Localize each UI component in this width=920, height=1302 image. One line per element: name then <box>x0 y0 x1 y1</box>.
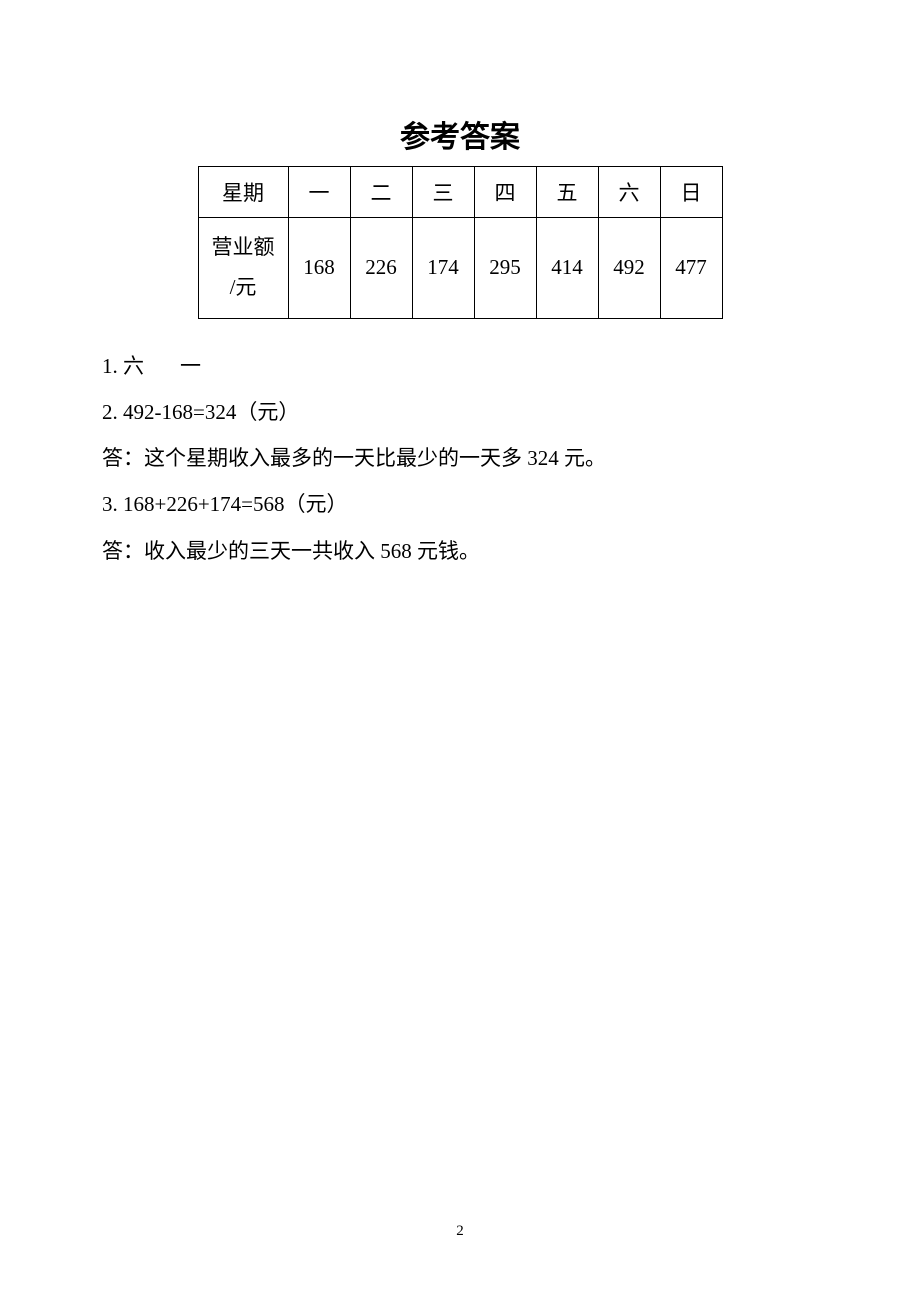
answer-3-calc: 3. 168+226+174=568（元） <box>102 481 820 527</box>
day-cell: 日 <box>660 167 722 218</box>
data-label-line1: 营业额 <box>212 235 275 259</box>
table-data-row: 营业额 /元 168 226 174 295 414 492 477 <box>198 218 722 319</box>
answers-block: 1. 六 一 2. 492-168=324（元） 答：这个星期收入最多的一天比最少… <box>100 343 820 574</box>
data-label: 营业额 /元 <box>198 218 288 319</box>
data-label-line2: /元 <box>230 275 257 299</box>
q1-value-b: 一 <box>180 354 201 378</box>
value-cell: 477 <box>660 218 722 319</box>
value-cell: 174 <box>412 218 474 319</box>
value-cell: 414 <box>536 218 598 319</box>
value-cell: 226 <box>350 218 412 319</box>
answer-3-text: 答：收入最少的三天一共收入 568 元钱。 <box>102 528 820 574</box>
day-cell: 四 <box>474 167 536 218</box>
page-title: 参考答案 <box>100 112 820 156</box>
value-cell: 168 <box>288 218 350 319</box>
q1-value-a: 六 <box>123 354 144 378</box>
q1-prefix: 1. <box>102 354 123 378</box>
revenue-table: 星期 一 二 三 四 五 六 日 营业额 /元 168 226 174 295 … <box>198 166 723 319</box>
day-cell: 二 <box>350 167 412 218</box>
value-cell: 295 <box>474 218 536 319</box>
value-cell: 492 <box>598 218 660 319</box>
answer-1: 1. 六 一 <box>102 343 820 389</box>
day-cell: 六 <box>598 167 660 218</box>
header-label: 星期 <box>198 167 288 218</box>
page-number: 2 <box>0 1223 920 1240</box>
day-cell: 一 <box>288 167 350 218</box>
day-cell: 三 <box>412 167 474 218</box>
document-page: 参考答案 星期 一 二 三 四 五 六 日 营业额 /元 168 226 174… <box>0 0 920 634</box>
day-cell: 五 <box>536 167 598 218</box>
table-header-row: 星期 一 二 三 四 五 六 日 <box>198 167 722 218</box>
answer-2-text: 答：这个星期收入最多的一天比最少的一天多 324 元。 <box>102 435 820 481</box>
answer-2-calc: 2. 492-168=324（元） <box>102 389 820 435</box>
